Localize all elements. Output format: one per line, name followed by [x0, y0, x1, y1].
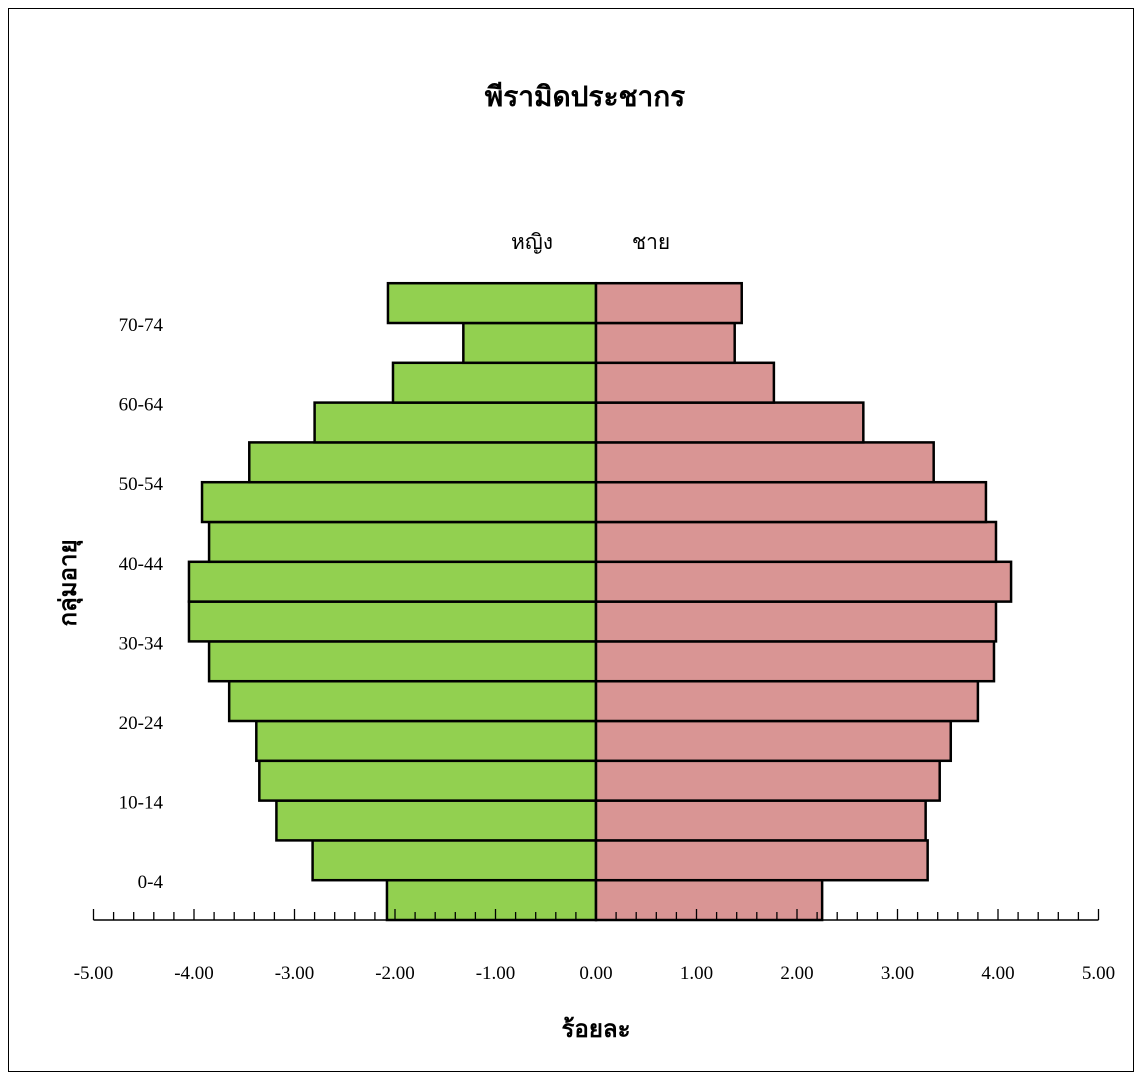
bar-male-30-34: [594, 640, 996, 683]
x-axis-title: ร้อยละ: [562, 1014, 631, 1043]
bar-female-35-39: [187, 600, 598, 643]
bar-female-40-44: [187, 560, 598, 603]
x-tick-label: -3.00: [275, 963, 315, 984]
legend-male: ชาย: [632, 230, 670, 254]
bar-female-75+: [386, 281, 598, 325]
x-tick-label: 0.00: [579, 963, 612, 984]
x-tick-label: 2.00: [780, 963, 813, 984]
bar-male-25-29: [594, 679, 980, 723]
bar-female-45-49: [207, 520, 598, 564]
bar-female-5-9: [311, 839, 598, 882]
legend-female: หญิง: [511, 230, 553, 254]
bar-male-15-19: [594, 759, 941, 802]
bar-female-20-24: [255, 719, 598, 763]
bar-female-50-54: [200, 480, 598, 524]
y-tick-label: 50-54: [119, 474, 164, 495]
x-tick-label: 4.00: [981, 963, 1014, 984]
bar-female-10-14: [275, 799, 598, 842]
bar-female-55-59: [248, 441, 598, 484]
bar-female-60-64: [313, 401, 598, 444]
x-tick-label: -5.00: [74, 963, 114, 984]
x-tick-label: 5.00: [1082, 963, 1115, 984]
x-tick-label: -4.00: [174, 963, 214, 984]
x-tick-label: -1.00: [476, 963, 516, 984]
y-tick-label: 70-74: [119, 315, 164, 336]
y-tick-label: 20-24: [119, 713, 164, 734]
bar-female-65-69: [391, 361, 598, 404]
bar-male-5-9: [594, 839, 929, 882]
y-axis-labels: 0-4 10-14 20-24 30-34 40-44 50-54 60-64 70-74: [119, 315, 164, 893]
chart-title: พีรามิดประชากร: [485, 80, 685, 113]
bar-male-50-54: [594, 480, 988, 524]
bar-male-45-49: [594, 520, 998, 564]
bar-male-65-69: [594, 361, 776, 404]
y-tick-label: 40-44: [119, 554, 164, 575]
x-tick-label: -2.00: [375, 963, 415, 984]
bar-male-0-4: [594, 878, 824, 922]
bar-male-70-74: [594, 321, 736, 365]
bar-female-70-74: [462, 321, 598, 365]
bar-female-30-34: [207, 640, 598, 683]
x-tick-label: 3.00: [881, 963, 914, 984]
y-tick-label: 0-4: [138, 872, 164, 893]
y-tick-label: 30-34: [119, 633, 164, 654]
bar-female-25-29: [227, 679, 598, 723]
y-tick-label: 10-14: [119, 793, 164, 814]
bar-male-75+: [594, 281, 743, 325]
bar-male-10-14: [594, 799, 927, 842]
x-tick-label: 1.00: [680, 963, 713, 984]
bar-male-55-59: [594, 441, 935, 484]
bar-male-35-39: [594, 600, 998, 643]
bar-male-20-24: [594, 719, 953, 763]
bars-group: [187, 281, 1013, 922]
bar-male-40-44: [594, 560, 1013, 603]
bar-female-15-19: [258, 759, 598, 802]
y-axis-title: กลุ่มอายุ: [53, 539, 84, 626]
bar-male-60-64: [594, 401, 865, 444]
bar-female-0-4: [385, 878, 598, 922]
x-axis: -5.00 -4.00 -3.00 -2.00 -1.00 0.00 1.00 2.00 3.0…: [74, 909, 1115, 984]
y-tick-label: 60-64: [119, 395, 164, 416]
